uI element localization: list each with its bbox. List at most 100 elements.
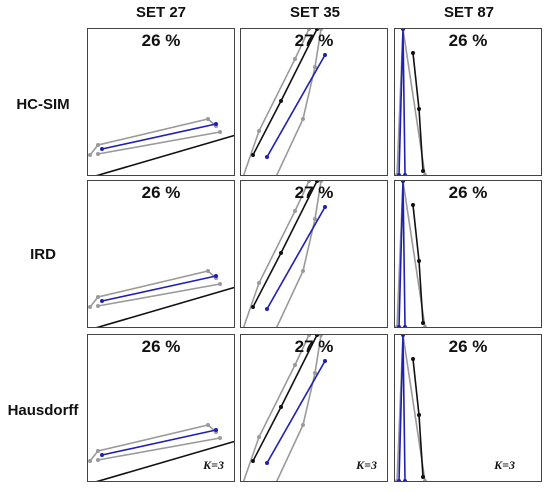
- trajectory-point: [397, 325, 401, 327]
- percentage-label: 27 %: [294, 337, 334, 356]
- panel-hc-sim-set-27: 26 %: [87, 28, 235, 176]
- trajectory-line: [97, 283, 221, 307]
- trajectory-point: [234, 133, 235, 137]
- trajectory-point: [313, 217, 317, 221]
- trajectory-point: [403, 173, 407, 175]
- trajectory-point: [88, 153, 92, 157]
- trajectory-line: [101, 123, 217, 150]
- trajectory-point: [90, 327, 94, 328]
- panel-lines: [88, 117, 235, 176]
- trajectory-line: [242, 29, 310, 175]
- row-label-hausdorff: Hausdorff: [7, 402, 79, 419]
- trajectory-line: [266, 360, 326, 464]
- panel-hc-sim-set-35: 27 %: [240, 28, 388, 176]
- trajectory-line: [398, 29, 406, 175]
- trajectory-point: [265, 307, 269, 311]
- trajectory-point: [411, 357, 415, 361]
- trajectory-line: [412, 204, 424, 324]
- panel-hausdorff-set-27: 26 % K=3: [87, 334, 235, 482]
- k-label: K=3: [356, 458, 377, 472]
- trajectory-point: [401, 181, 405, 183]
- trajectory-point: [323, 53, 327, 57]
- trajectory-point: [251, 305, 255, 309]
- column-header-set-35: SET 35: [289, 4, 341, 21]
- trajectory-point: [96, 295, 100, 299]
- trajectory-point: [206, 117, 210, 121]
- trajectory-line: [275, 335, 322, 481]
- row-label-ird: IRD: [30, 246, 56, 263]
- trajectory-line: [396, 29, 426, 175]
- trajectory-point: [96, 449, 100, 453]
- trajectory-point: [319, 335, 323, 337]
- trajectory-point: [234, 439, 235, 443]
- trajectory-point: [315, 335, 319, 337]
- trajectory-point: [293, 363, 297, 367]
- trajectory-point: [206, 269, 210, 273]
- trajectory-line: [89, 424, 217, 462]
- trajectory-line: [398, 335, 406, 481]
- trajectory-line: [96, 134, 234, 175]
- trajectory-point: [313, 65, 317, 69]
- k-label: K=3: [494, 458, 515, 472]
- trajectory-point: [301, 423, 305, 427]
- trajectory-point: [421, 475, 425, 479]
- trajectory-point: [307, 29, 311, 31]
- trajectory-line: [396, 335, 426, 481]
- panel-lines: [395, 181, 427, 327]
- trajectory-point: [423, 479, 427, 481]
- trajectory-point: [265, 461, 269, 465]
- trajectory-line: [97, 437, 221, 461]
- trajectory-point: [401, 335, 405, 337]
- trajectory-point: [234, 285, 235, 289]
- trajectory-point: [218, 282, 222, 286]
- trajectory-point: [90, 175, 94, 176]
- trajectory-point: [293, 209, 297, 213]
- trajectory-point: [417, 107, 421, 111]
- trajectory-point: [423, 173, 427, 175]
- trajectory-line: [101, 429, 217, 456]
- trajectory-point: [241, 175, 245, 176]
- trajectory-point: [313, 371, 317, 375]
- trajectory-point: [100, 453, 104, 457]
- panel-hc-sim-set-87: 26 %: [394, 28, 542, 176]
- trajectory-point: [206, 423, 210, 427]
- percentage-label: 26 %: [448, 337, 488, 356]
- trajectory-line: [101, 275, 217, 302]
- trajectory-point: [403, 325, 407, 327]
- trajectory-line: [89, 118, 217, 156]
- trajectory-line: [96, 440, 234, 481]
- column-header-set-27: SET 27: [135, 4, 187, 21]
- trajectory-point: [301, 117, 305, 121]
- trajectory-point: [397, 479, 401, 481]
- trajectory-point: [265, 155, 269, 159]
- trajectory-point: [323, 205, 327, 209]
- trajectory-point: [417, 259, 421, 263]
- trajectory-point: [307, 335, 311, 337]
- trajectory-point: [214, 122, 218, 126]
- trajectory-point: [218, 130, 222, 134]
- percentage-label: 27 %: [294, 31, 334, 50]
- panel-lines: [241, 335, 327, 482]
- percentage-label: 26 %: [448, 31, 488, 50]
- trajectory-point: [100, 147, 104, 151]
- trajectory-line: [398, 181, 406, 327]
- trajectory-line: [412, 358, 424, 478]
- panel-lines: [395, 29, 427, 175]
- trajectory-point: [323, 359, 327, 363]
- trajectory-line: [396, 181, 426, 327]
- percentage-label: 27 %: [294, 183, 334, 202]
- trajectory-line: [266, 54, 326, 158]
- trajectory-line: [89, 270, 217, 308]
- percentage-label: 26 %: [141, 337, 181, 356]
- percentage-label: 26 %: [448, 183, 488, 202]
- trajectory-point: [96, 458, 100, 462]
- panel-ird-set-87: 26 %: [394, 180, 542, 328]
- trajectory-point: [307, 181, 311, 183]
- trajectory-point: [315, 29, 319, 31]
- trajectory-point: [279, 405, 283, 409]
- trajectory-point: [241, 481, 245, 482]
- percentage-label: 26 %: [141, 31, 181, 50]
- trajectory-point: [257, 435, 261, 439]
- trajectory-point: [279, 251, 283, 255]
- trajectory-line: [412, 52, 424, 172]
